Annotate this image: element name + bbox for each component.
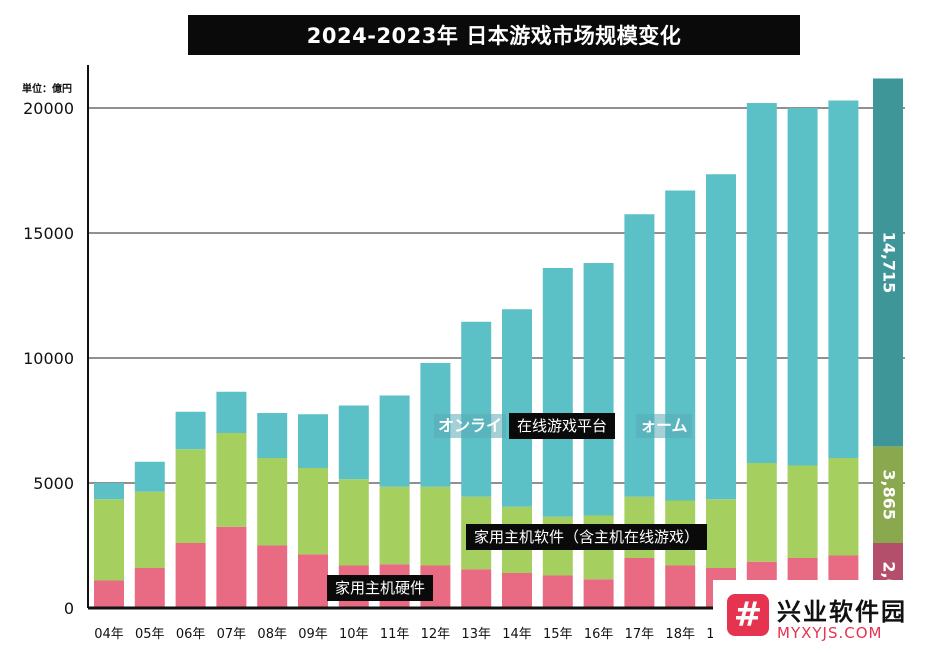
highlight-bar-label-1: 3,865	[880, 469, 899, 520]
bar-13年-series-2	[461, 321, 492, 497]
watermark-hash-icon: #	[727, 594, 769, 636]
x-tick-label: 11年	[380, 627, 410, 642]
x-tick-label: 18年	[665, 627, 695, 642]
highlight-bar-segment-2	[873, 78, 903, 447]
x-tick-label: 17年	[625, 627, 655, 642]
bar-17年-series-0	[624, 558, 655, 608]
bar-06年-series-0	[175, 543, 206, 608]
bar-11年-series-1	[379, 486, 410, 565]
bar-05年-series-2	[134, 461, 165, 492]
bar-08年-series-1	[257, 458, 288, 546]
watermark: # 兴业软件园 MYXYJS.COM	[713, 580, 929, 653]
bar-22年-series-2	[828, 100, 859, 458]
x-tick-label: 07年	[217, 627, 247, 642]
bar-06年-series-2	[175, 411, 206, 450]
bar-09年-series-1	[298, 468, 328, 555]
y-tick-label: 20000	[23, 99, 74, 118]
x-tick-label: 10年	[339, 627, 369, 642]
bar-19年-series-1	[706, 499, 736, 568]
bar-11年-series-2	[379, 395, 410, 487]
x-tick-label: 04年	[94, 627, 124, 642]
annotation-online-jp-tail: ォーム	[636, 414, 692, 438]
bar-20年-series-1	[746, 463, 777, 562]
annotation-software: 家用主机软件（含主机在线游戏）	[466, 524, 708, 550]
bar-16年-series-2	[583, 263, 614, 516]
x-tick-label: 06年	[176, 627, 206, 642]
bar-07年-series-0	[216, 526, 247, 608]
bar-22年-series-1	[828, 458, 859, 556]
bar-14年-series-2	[502, 309, 532, 507]
bar-12年-series-1	[420, 486, 451, 566]
x-tick-label: 12年	[421, 627, 451, 642]
bar-09年-series-2	[298, 414, 328, 468]
annotation-online-jp: オンライ	[434, 414, 507, 438]
bar-14年-series-0	[502, 573, 532, 608]
highlight-bar-segment-1	[873, 446, 903, 543]
bar-04年-series-1	[94, 499, 124, 581]
bar-08年-series-2	[257, 413, 288, 458]
bar-09年-series-0	[298, 554, 328, 608]
bar-18年-series-0	[665, 565, 696, 608]
bar-07年-series-2	[216, 391, 247, 433]
bar-21年-series-1	[787, 465, 818, 558]
y-tick-label: 5000	[33, 474, 74, 493]
bar-15年-series-2	[542, 268, 573, 517]
unit-label: 単位：億円	[22, 84, 72, 95]
bar-16年-series-0	[583, 579, 614, 608]
bar-10年-series-2	[338, 405, 369, 480]
bar-20年-series-2	[746, 103, 777, 463]
bar-17年-series-2	[624, 214, 655, 497]
x-tick-label: 14年	[502, 627, 532, 642]
bar-10年-series-1	[338, 479, 369, 566]
chart-title: 2024-2023年 日本游戏市场规模变化	[188, 15, 800, 55]
y-tick-label: 10000	[23, 349, 74, 368]
bar-21年-series-2	[787, 108, 818, 466]
watermark-url: MYXYJS.COM	[777, 624, 883, 642]
bar-05年-series-1	[134, 491, 165, 568]
x-tick-label: 15年	[543, 627, 573, 642]
x-tick-label: 08年	[257, 627, 287, 642]
bar-05年-series-0	[134, 568, 165, 608]
y-tick-label: 0	[64, 599, 74, 618]
x-tick-label: 13年	[461, 627, 491, 642]
highlight-bar-label-2: 14,715	[880, 232, 899, 294]
bar-06年-series-1	[175, 449, 206, 543]
bar-08年-series-0	[257, 545, 288, 608]
annotation-online: 在线游戏平台	[509, 413, 616, 439]
x-tick-label: 05年	[135, 627, 165, 642]
x-tick-label: 16年	[584, 627, 614, 642]
bar-04年-series-0	[94, 580, 124, 608]
bar-15年-series-0	[542, 575, 573, 608]
bar-13年-series-0	[461, 569, 492, 608]
annotation-hardware: 家用主机硬件	[327, 575, 434, 601]
x-tick-label: 09年	[298, 627, 328, 642]
bar-19年-series-2	[706, 174, 736, 500]
watermark-name: 兴业软件园	[777, 598, 907, 626]
bar-18年-series-2	[665, 190, 696, 501]
bar-07年-series-1	[216, 433, 247, 527]
bar-04年-series-2	[94, 483, 124, 500]
y-tick-label: 15000	[23, 224, 74, 243]
